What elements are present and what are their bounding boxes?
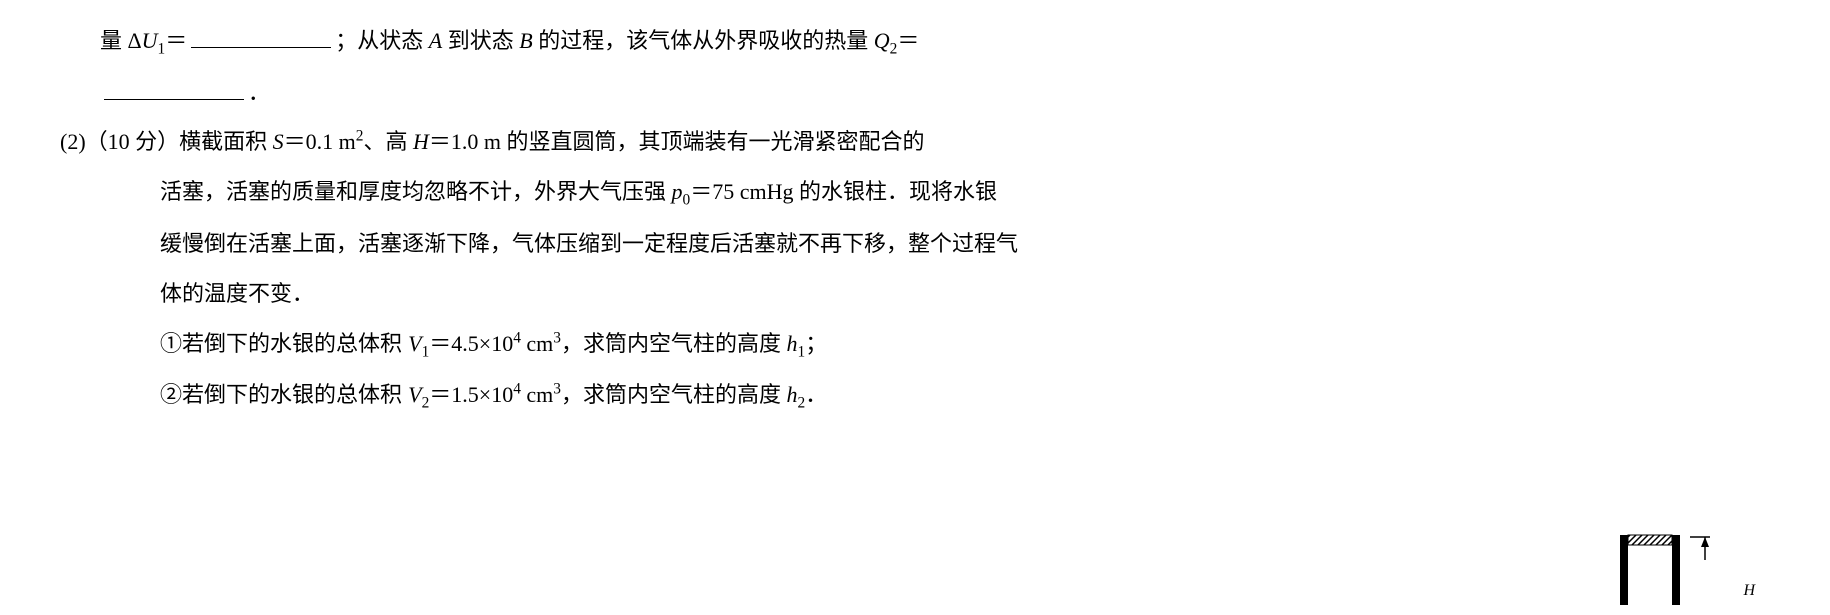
- sym-h2: h2: [787, 382, 806, 407]
- t: ＝0.1 m: [284, 129, 356, 154]
- t: ①若倒下的水银的总体积: [160, 331, 408, 356]
- t: ．: [805, 382, 827, 407]
- t: ＝4.5×10: [429, 331, 513, 356]
- sym-U1: U1: [142, 28, 166, 53]
- sym-h1: h1: [787, 331, 806, 356]
- diagram-label-H-text: H: [1743, 582, 1755, 600]
- line-2: ．: [60, 72, 1770, 114]
- t: 缓慢倒在活塞上面，活塞逐渐下降，气体压缩到一定程度后活塞就不再下移，整个过程气: [160, 231, 1018, 256]
- t: ＝1.0 m 的竖直圆筒，其顶端装有一光滑紧密配合的: [429, 129, 925, 154]
- sym-S: S: [273, 129, 284, 154]
- blank-1: [191, 21, 331, 48]
- t: cm: [521, 382, 553, 407]
- sym-A: A: [429, 28, 442, 53]
- line-3: (2)（10 分）横截面积 S＝0.1 m2、高 H＝1.0 m 的竖直圆筒，其…: [60, 121, 1770, 163]
- t: 活塞，活塞的质量和厚度均忽略不计，外界大气压强: [160, 179, 672, 204]
- t: 、高: [363, 129, 413, 154]
- sym-B: B: [519, 28, 532, 53]
- line-6: 体的温度不变．: [60, 273, 1770, 315]
- t: ，求筒内空气柱的高度: [561, 331, 787, 356]
- sym-V2: V2: [408, 382, 429, 407]
- t: 到状态: [442, 28, 519, 53]
- sym-Q2: Q2: [874, 28, 898, 53]
- t: 的过程，该气体从外界吸收的热量: [533, 28, 874, 53]
- sup: 4: [513, 381, 521, 398]
- sup: 3: [553, 329, 561, 346]
- blank-2: [104, 72, 244, 99]
- t: ②若倒下的水银的总体积: [160, 382, 408, 407]
- line-1: 量 ΔU1＝；从状态 A 到状态 B 的过程，该气体从外界吸收的热量 Q2＝: [60, 20, 1770, 64]
- sup: 3: [553, 381, 561, 398]
- t: ，求筒内空气柱的高度: [561, 382, 787, 407]
- line-7: ①若倒下的水银的总体积 V1＝4.5×104 cm3，求筒内空气柱的高度 h1；: [60, 323, 1770, 367]
- sym-p0: p0: [672, 179, 691, 204]
- line-8: ②若倒下的水银的总体积 V2＝1.5×104 cm3，求筒内空气柱的高度 h2．: [60, 374, 1770, 418]
- t: 体的温度不变．: [160, 281, 314, 306]
- t: ＝1.5×10: [429, 382, 513, 407]
- t: ．: [248, 80, 270, 105]
- sup: 4: [513, 329, 521, 346]
- t: ；从状态: [335, 28, 429, 53]
- t: ＝75 cmHg 的水银柱．现将水银: [690, 179, 997, 204]
- sym-H: H: [413, 129, 429, 154]
- t: 量 Δ: [100, 28, 142, 53]
- cylinder-diagram: H: [1610, 525, 1750, 605]
- t: ＝: [897, 28, 919, 53]
- t: (2)（10 分）横截面积: [60, 129, 273, 154]
- line-4: 活塞，活塞的质量和厚度均忽略不计，外界大气压强 p0＝75 cmHg 的水银柱．…: [60, 171, 1770, 215]
- sym-V1: V1: [408, 331, 429, 356]
- t: ＝: [165, 28, 187, 53]
- t: cm: [521, 331, 553, 356]
- t: ；: [805, 331, 827, 356]
- line-5: 缓慢倒在活塞上面，活塞逐渐下降，气体压缩到一定程度后活塞就不再下移，整个过程气: [60, 223, 1770, 265]
